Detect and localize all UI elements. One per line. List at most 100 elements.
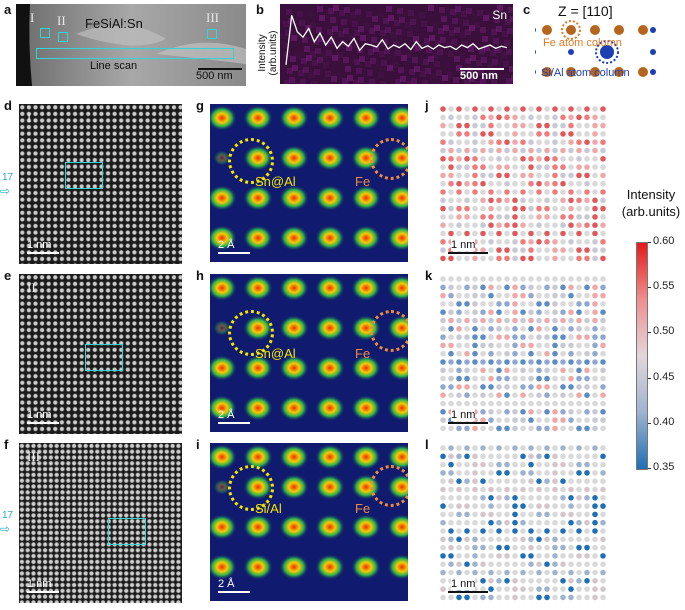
column-intensity-dot <box>512 453 518 460</box>
column-intensity-dot <box>600 461 606 468</box>
column-intensity-dot <box>536 528 542 534</box>
column-intensity-dot <box>552 350 558 357</box>
column-intensity-dot <box>592 164 598 170</box>
panel-b-ylabel: Intensity (arb.units) <box>257 30 279 76</box>
column-intensity-dot <box>536 417 542 423</box>
column-intensity-dot <box>440 205 446 212</box>
column-intensity-dot <box>584 276 590 282</box>
column-intensity-dot <box>496 445 502 451</box>
column-intensity-dot <box>600 131 606 137</box>
column-intensity-dot <box>552 276 558 282</box>
column-intensity-dot <box>568 470 574 476</box>
column-intensity-dot <box>592 392 598 398</box>
column-intensity-dot <box>568 392 574 398</box>
column-intensity-dot <box>504 139 510 145</box>
column-intensity-dot <box>544 205 550 212</box>
eds-speckle <box>304 46 310 52</box>
column-intensity-dot <box>552 147 558 154</box>
column-intensity-dot <box>440 586 446 592</box>
column-intensity-dot <box>512 247 518 253</box>
eds-speckle <box>441 16 447 22</box>
column-intensity-dot <box>520 586 526 592</box>
column-intensity-dot <box>488 359 494 365</box>
column-intensity-dot <box>552 470 558 476</box>
column-intensity-dot <box>496 284 502 291</box>
column-intensity-dot <box>528 239 534 245</box>
eds-speckle <box>501 52 507 58</box>
column-intensity-dot <box>456 569 462 576</box>
eds-speckle <box>359 56 365 62</box>
column-intensity-dot <box>440 495 446 501</box>
column-intensity-dot <box>600 486 606 493</box>
column-intensity-dot <box>560 425 566 432</box>
column-intensity-dot <box>568 106 574 112</box>
column-intensity-dot <box>576 409 582 415</box>
column-intensity-dot <box>576 425 582 432</box>
panel-a-scale-bar <box>198 68 242 70</box>
column-intensity-dot <box>552 569 558 576</box>
column-intensity-dot <box>488 375 494 382</box>
column-intensity-dot <box>560 511 566 518</box>
column-intensity-dot <box>480 317 486 324</box>
column-intensity-dot <box>496 536 502 543</box>
eds-speckle <box>398 67 404 73</box>
atom-column-blob <box>387 355 408 381</box>
column-intensity-dot <box>544 478 550 484</box>
atom-column-blob <box>243 444 273 470</box>
column-intensity-dot <box>592 156 598 162</box>
atom-column-blob <box>243 275 273 301</box>
column-intensity-dot <box>568 417 574 423</box>
column-intensity-dot <box>464 131 470 137</box>
column-intensity-dot <box>440 561 446 567</box>
column-intensity-dot <box>568 222 574 228</box>
column-intensity-dot <box>584 301 590 307</box>
column-intensity-dot <box>600 350 606 357</box>
column-intensity-dot <box>584 122 590 129</box>
column-intensity-dot <box>536 594 542 601</box>
column-intensity-dot <box>464 214 470 220</box>
column-intensity-dot <box>576 131 582 137</box>
column-intensity-dot <box>584 350 590 357</box>
column-intensity-dot <box>464 276 470 282</box>
panel-g-sn-circle <box>228 138 274 184</box>
column-intensity-dot <box>568 180 574 187</box>
column-intensity-dot <box>568 301 574 307</box>
eds-speckle <box>332 55 338 61</box>
eds-speckle <box>338 31 344 37</box>
column-intensity-dot <box>528 197 534 204</box>
column-intensity-dot <box>528 326 534 332</box>
column-intensity-dot <box>512 122 518 129</box>
panel-i-scale-bar <box>218 591 250 593</box>
panel-h-label: h <box>196 268 204 283</box>
column-intensity-dot <box>560 400 566 407</box>
column-intensity-dot <box>464 180 470 187</box>
eds-speckle <box>412 57 418 63</box>
column-intensity-dot <box>576 417 582 423</box>
column-intensity-dot <box>512 114 518 121</box>
column-intensity-dot <box>512 317 518 324</box>
column-intensity-dot <box>536 392 542 398</box>
column-intensity-dot <box>568 255 574 262</box>
panel-g-atom-columns <box>210 105 408 251</box>
column-intensity-dot <box>568 309 574 315</box>
column-intensity-dot <box>552 384 558 390</box>
column-intensity-dot <box>488 417 494 423</box>
column-intensity-dot <box>560 156 566 162</box>
column-intensity-dot <box>568 122 574 129</box>
column-intensity-dot <box>448 528 454 534</box>
column-intensity-dot <box>496 350 502 357</box>
column-intensity-dot <box>488 122 494 129</box>
column-intensity-dot <box>520 147 526 154</box>
eds-speckle <box>317 57 323 63</box>
colorbar-tick-label: 0.35 <box>653 461 675 473</box>
column-intensity-dot <box>536 189 542 195</box>
crystal-structure-schematic <box>535 20 656 77</box>
column-intensity-dot <box>496 425 502 432</box>
column-intensity-dot <box>504 276 510 282</box>
column-intensity-dot <box>600 495 606 501</box>
column-intensity-dot <box>528 425 534 432</box>
eds-speckle <box>503 61 509 67</box>
column-intensity-dot <box>536 425 542 432</box>
line-scan-box <box>36 48 234 59</box>
column-intensity-dot <box>480 122 486 129</box>
